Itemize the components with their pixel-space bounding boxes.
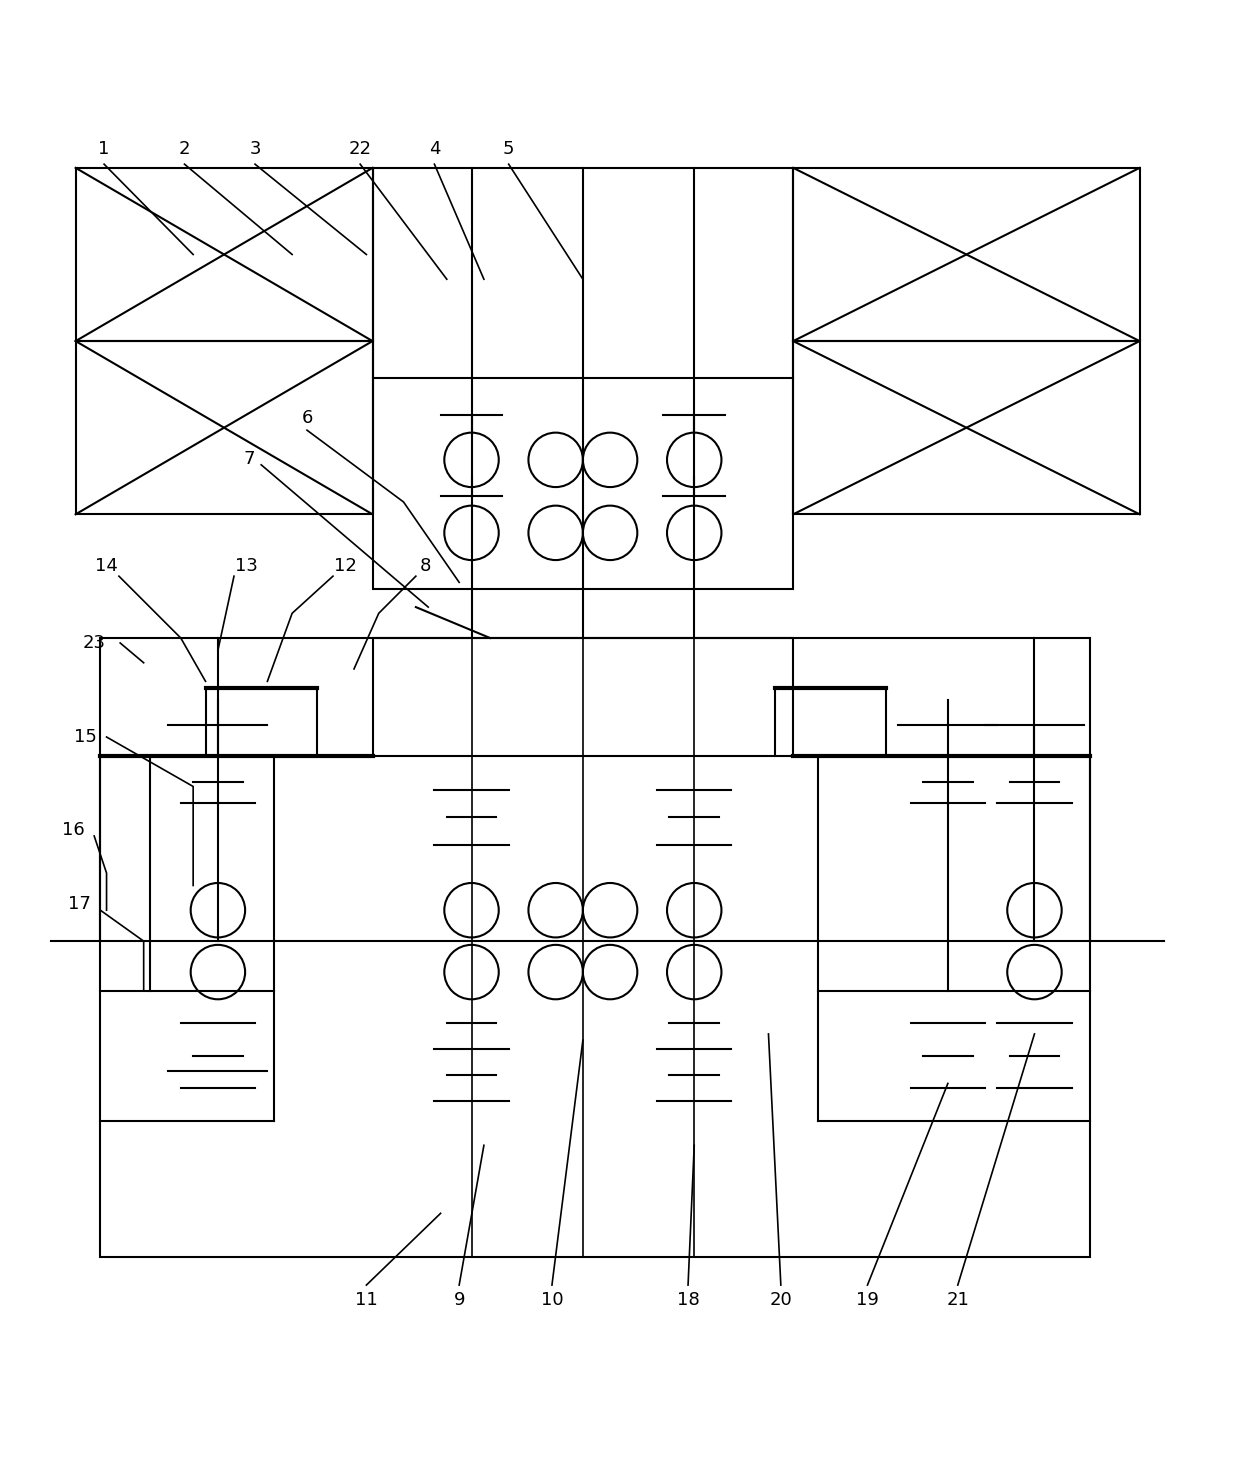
Text: 5: 5 bbox=[503, 140, 515, 158]
Text: 18: 18 bbox=[677, 1291, 699, 1309]
Text: 19: 19 bbox=[856, 1291, 879, 1309]
Text: 20: 20 bbox=[770, 1291, 792, 1309]
Text: 13: 13 bbox=[234, 557, 258, 575]
Text: 12: 12 bbox=[334, 557, 357, 575]
Text: 21: 21 bbox=[946, 1291, 970, 1309]
Text: 1: 1 bbox=[98, 140, 110, 158]
Bar bbox=[794, 340, 1140, 514]
Text: 16: 16 bbox=[62, 821, 84, 839]
Text: 8: 8 bbox=[420, 557, 432, 575]
Text: 14: 14 bbox=[95, 557, 118, 575]
Text: 6: 6 bbox=[301, 408, 312, 427]
Bar bbox=[372, 638, 794, 756]
Text: 10: 10 bbox=[541, 1291, 563, 1309]
Text: 4: 4 bbox=[429, 140, 440, 158]
Bar bbox=[76, 340, 372, 514]
Text: 22: 22 bbox=[348, 140, 372, 158]
Text: 23: 23 bbox=[83, 634, 105, 652]
Text: 17: 17 bbox=[68, 895, 91, 912]
Text: 15: 15 bbox=[74, 728, 97, 746]
Bar bbox=[100, 638, 1090, 1257]
Text: 9: 9 bbox=[454, 1291, 465, 1309]
Text: 11: 11 bbox=[355, 1291, 378, 1309]
Text: 2: 2 bbox=[179, 140, 190, 158]
Bar bbox=[372, 168, 794, 588]
Bar bbox=[76, 168, 372, 340]
Text: 7: 7 bbox=[243, 450, 254, 467]
Bar bbox=[794, 168, 1140, 340]
Text: 3: 3 bbox=[249, 140, 260, 158]
